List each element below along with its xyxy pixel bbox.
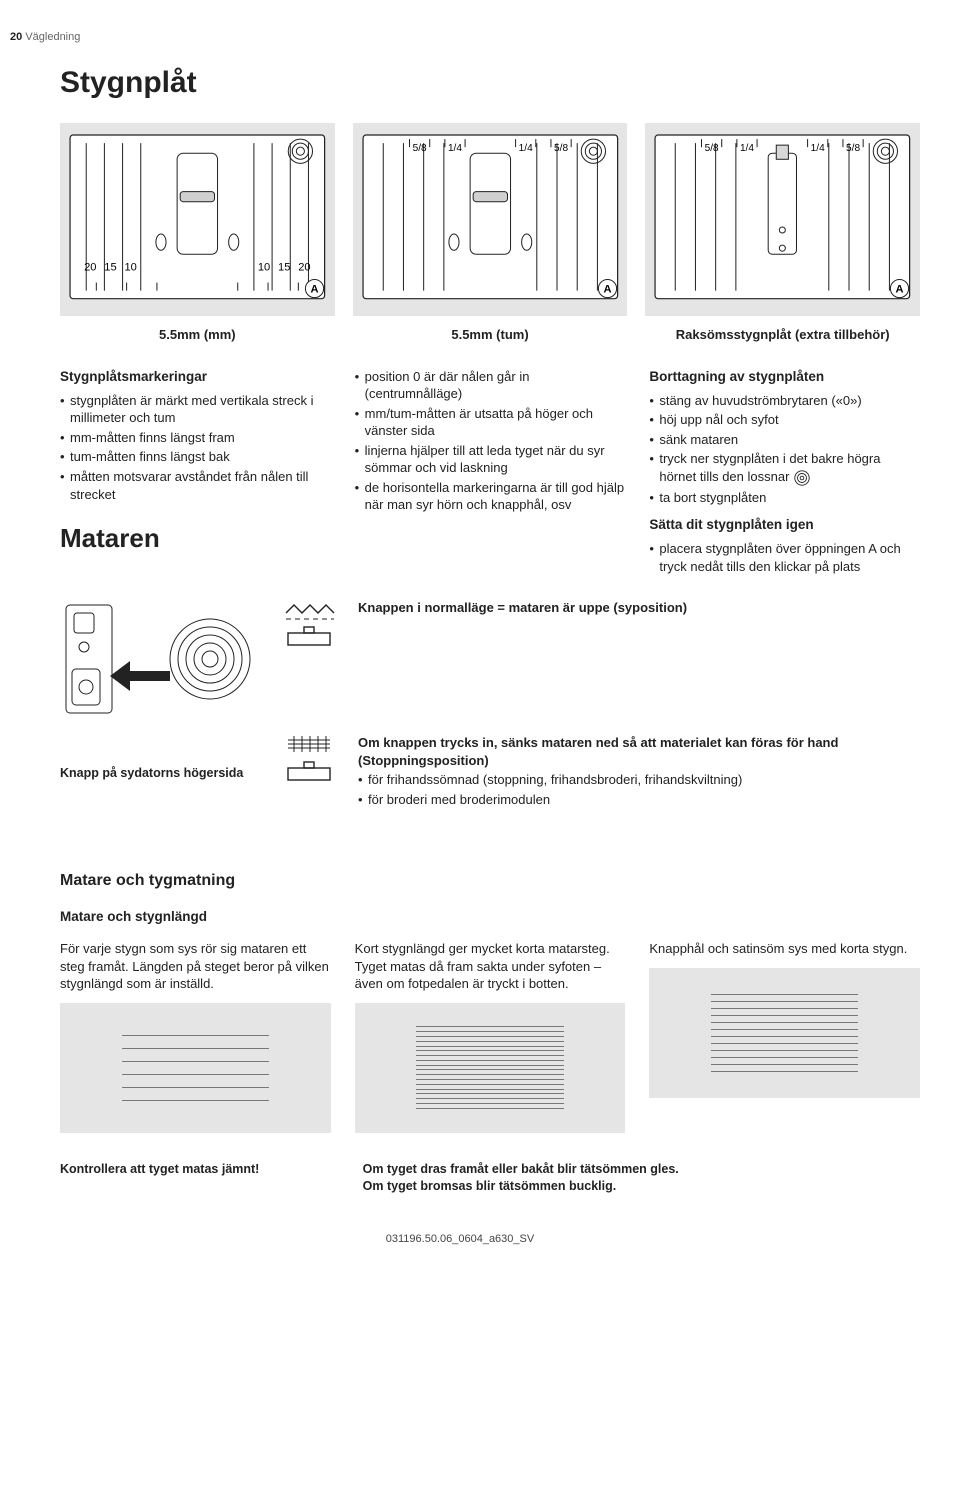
- feedrow1-text: Knappen i normalläge = mataren är uppe (…: [358, 599, 920, 617]
- svg-text:1/4: 1/4: [740, 144, 754, 155]
- spiral-icon: [793, 469, 811, 487]
- knapp-caption: Knapp på sydatorns högersida: [60, 765, 243, 782]
- svg-text:A: A: [603, 284, 611, 296]
- stripe-box-3: [649, 968, 920, 1098]
- plate-inch-svg: 5/8 1/4 1/4 5/8 A: [359, 131, 622, 303]
- bottom-row: Kontrollera att tyget matas jämnt! Om ty…: [60, 1161, 920, 1195]
- plate-straight-svg: 5/8 1/4 1/4 5/8 A: [651, 131, 914, 303]
- list-item: för frihandssömnad (stoppning, frihandsb…: [358, 771, 920, 789]
- page-title: Stygnplåt: [60, 63, 920, 104]
- list-item: de horisontella markeringarna är till go…: [355, 479, 626, 514]
- col3b-title: Sätta dit stygnplåten igen: [649, 516, 920, 534]
- plate-straight: 5/8 1/4 1/4 5/8 A Raksömsstygnplåt (extr…: [645, 123, 920, 359]
- mataren-row1: Knappen i normalläge = mataren är uppe (…: [60, 599, 920, 724]
- col1-list: stygnplåten är märkt med vertikala strec…: [60, 392, 331, 503]
- matare-c3: Knapphål och satinsöm sys med korta styg…: [649, 940, 920, 1133]
- footer-code: 031196.50.06_0604_a630_SV: [0, 1232, 920, 1247]
- svg-text:10: 10: [258, 262, 270, 274]
- page-header: 20 Vägledning: [10, 30, 920, 45]
- mataren-row2: Knapp på sydatorns högersida Om knappen …: [60, 734, 920, 810]
- list-item: linjerna hjälper till att leda tyget när…: [355, 442, 626, 477]
- list-item: tryck ner stygnplåten i det bakre högra …: [649, 450, 920, 486]
- list-item: höj upp nål och syfot: [649, 411, 920, 429]
- plate-straight-caption: Raksömsstygnplåt (extra tillbehör): [645, 326, 920, 360]
- plates-row: 20 15 10 10 15 20 A 5.5mm (mm): [60, 123, 920, 359]
- list-item: placera stygnplåten över öppningen A och…: [649, 540, 920, 575]
- col2: position 0 är där nålen går in (centrumn…: [355, 368, 626, 578]
- text-columns: Stygnplåtsmarkeringar stygnplåten är mär…: [60, 368, 920, 578]
- svg-text:5/8: 5/8: [846, 144, 860, 155]
- matare-columns: För varje stygn som sys rör sig mataren …: [60, 940, 920, 1133]
- bottom-c2: Om tyget dras framåt eller bakåt blir tä…: [363, 1161, 920, 1195]
- bottom-c1: Kontrollera att tyget matas jämnt!: [60, 1161, 339, 1195]
- section-name: Vägledning: [25, 31, 80, 43]
- matare-subtitle: Matare och stygnlängd: [60, 908, 920, 926]
- list-item: ta bort stygnplåten: [649, 489, 920, 507]
- plate-inch: 5/8 1/4 1/4 5/8 A 5.5mm (tum): [353, 123, 628, 359]
- col2-list: position 0 är där nålen går in (centrumn…: [355, 368, 626, 514]
- svg-text:10: 10: [124, 262, 136, 274]
- svg-text:20: 20: [298, 262, 310, 274]
- plate-mm-svg: 20 15 10 10 15 20 A: [66, 131, 329, 303]
- list-item: tum-måtten finns längst bak: [60, 448, 331, 466]
- feed-up-icon: [282, 599, 336, 654]
- svg-text:5/8: 5/8: [705, 144, 719, 155]
- col3b-list: placera stygnplåten över öppningen A och…: [649, 540, 920, 575]
- page-number: 20: [10, 31, 22, 43]
- plate-mm-caption: 5.5mm (mm): [60, 326, 335, 360]
- matare-c1: För varje stygn som sys rör sig mataren …: [60, 940, 331, 1133]
- svg-text:5/8: 5/8: [412, 144, 426, 155]
- plate-inch-caption: 5.5mm (tum): [353, 326, 628, 360]
- svg-text:5/8: 5/8: [554, 144, 568, 155]
- stripe-box-2: [355, 1003, 626, 1133]
- list-item: mm/tum-måtten är utsatta på höger och vä…: [355, 405, 626, 440]
- list-item: stäng av huvudströmbrytaren («0»): [649, 392, 920, 410]
- matare-c2: Kort stygnlängd ger mycket korta matarst…: [355, 940, 626, 1133]
- col1: Stygnplåtsmarkeringar stygnplåten är mär…: [60, 368, 331, 578]
- svg-text:A: A: [896, 284, 904, 296]
- svg-text:15: 15: [104, 262, 116, 274]
- list-item: position 0 är där nålen går in (centrumn…: [355, 368, 626, 403]
- svg-text:1/4: 1/4: [518, 144, 532, 155]
- plate-mm: 20 15 10 10 15 20 A 5.5mm (mm): [60, 123, 335, 359]
- svg-text:1/4: 1/4: [448, 144, 462, 155]
- matare-heading: Matare och tygmatning: [60, 870, 920, 892]
- list-item: för broderi med broderimodulen: [358, 791, 920, 809]
- list-item: måtten motsvarar avståndet från nålen ti…: [60, 468, 331, 503]
- matare-section: Matare och tygmatning Matare och stygnlä…: [60, 870, 920, 1132]
- feed-down-icon: [282, 734, 336, 789]
- list-item: stygnplåten är märkt med vertikala strec…: [60, 392, 331, 427]
- col3a-list: stäng av huvudströmbrytaren («0») höj up…: [649, 392, 920, 506]
- mataren-heading: Mataren: [60, 521, 331, 556]
- list-item: mm-måtten finns längst fram: [60, 429, 331, 447]
- feedrow2-text: Om knappen trycks in, sänks mataren ned …: [358, 734, 920, 810]
- col1-title: Stygnplåtsmarkeringar: [60, 368, 331, 386]
- svg-text:15: 15: [278, 262, 290, 274]
- svg-text:A: A: [311, 284, 319, 296]
- knapp-figure: [60, 599, 260, 724]
- svg-text:1/4: 1/4: [811, 144, 825, 155]
- col3a-title: Borttagning av stygnplåten: [649, 368, 920, 386]
- svg-text:20: 20: [84, 262, 96, 274]
- list-item: sänk mataren: [649, 431, 920, 449]
- stripe-box-1: [60, 1003, 331, 1133]
- col3: Borttagning av stygnplåten stäng av huvu…: [649, 368, 920, 578]
